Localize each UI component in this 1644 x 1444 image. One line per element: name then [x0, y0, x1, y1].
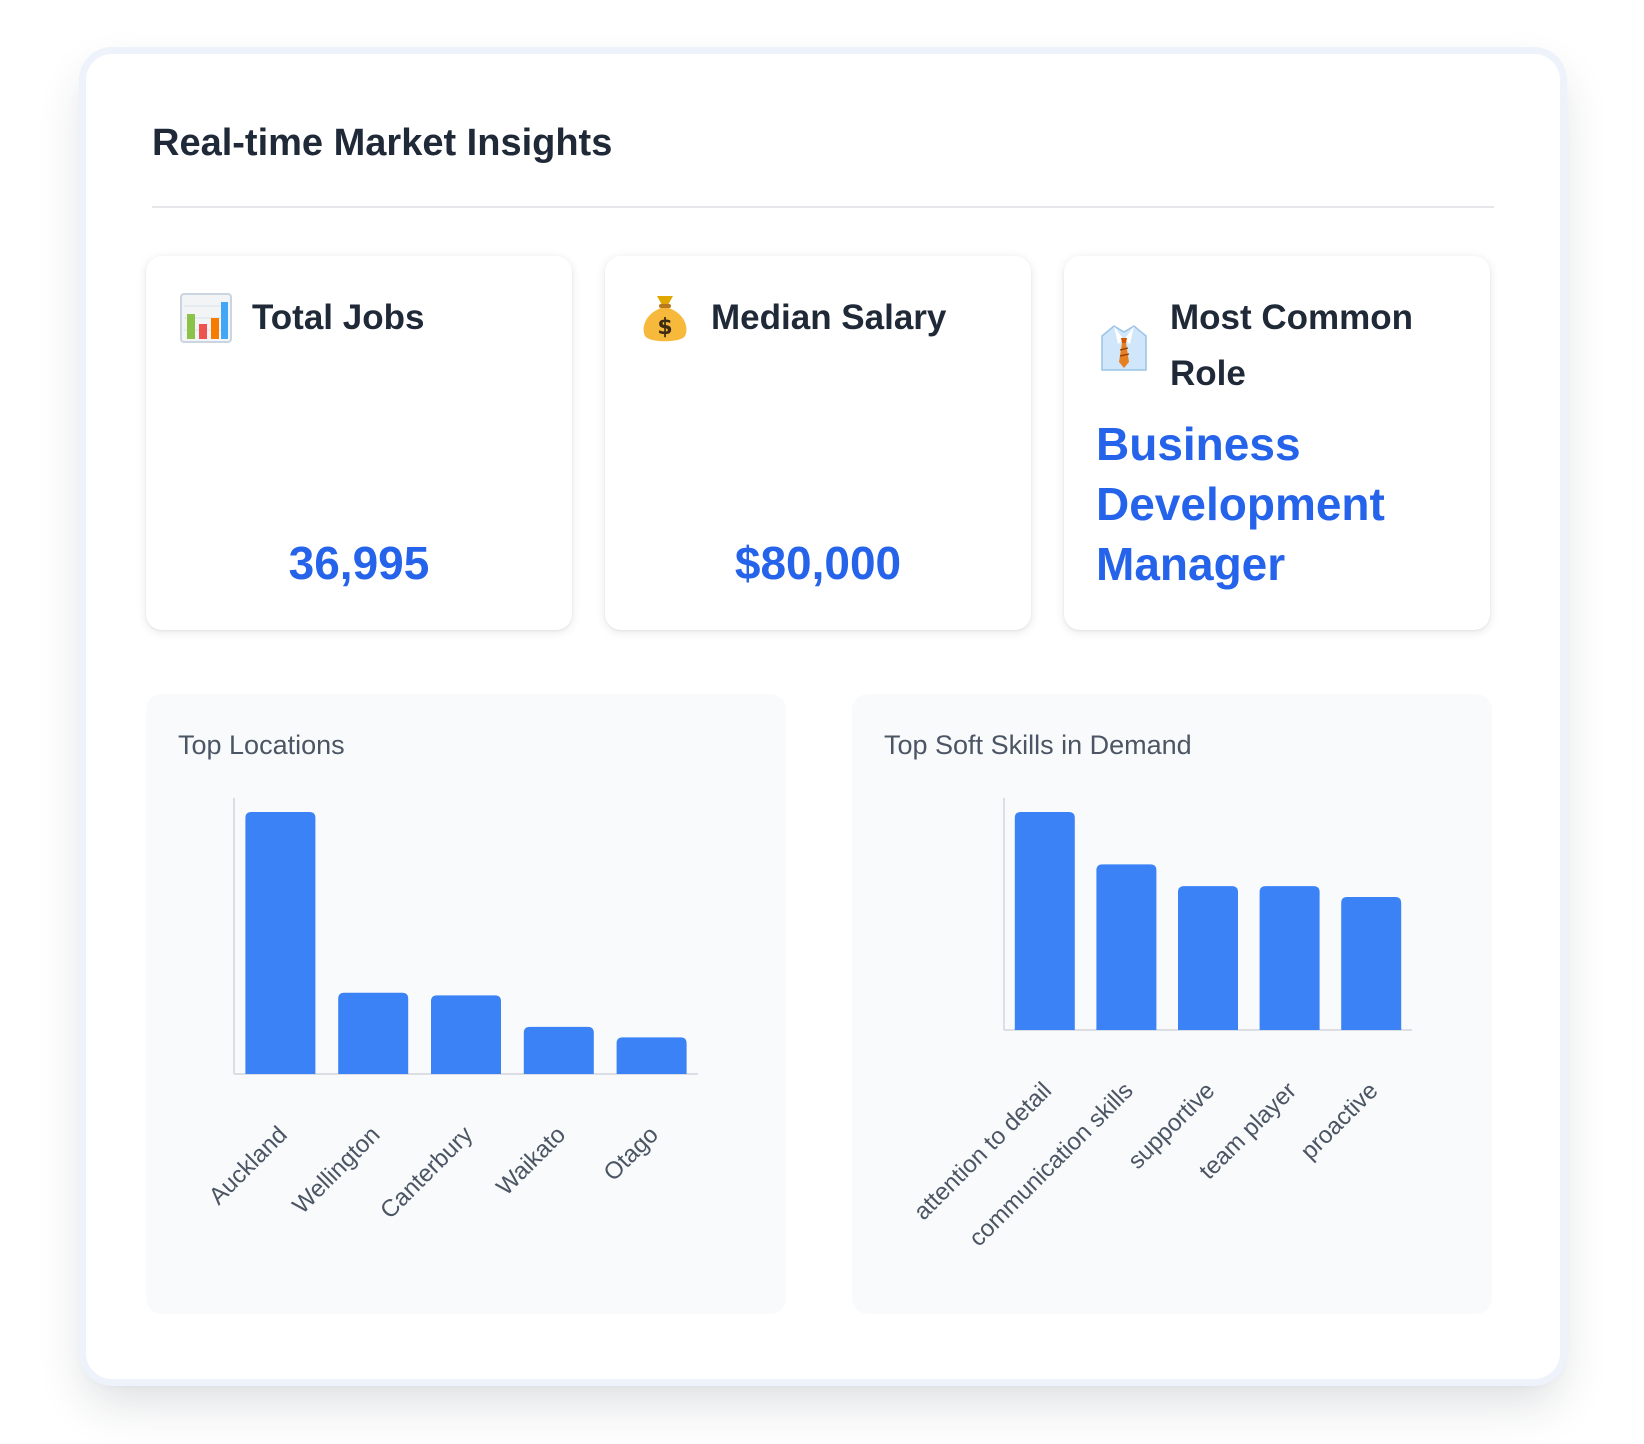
market-insights-panel: Real-time Market Insights Total Jobs 36,…	[86, 54, 1560, 1379]
median-salary-label: Median Salary	[711, 298, 947, 337]
bar	[1096, 864, 1157, 1030]
bar	[1341, 897, 1402, 1030]
x-tick-label: Auckland	[204, 1121, 293, 1210]
bar	[338, 992, 409, 1074]
median-salary-header: $ Median Salary	[637, 290, 1011, 346]
common-role-card: Most Common Role Business Development Ma…	[1064, 256, 1490, 630]
common-role-label: Most Common Role	[1170, 298, 1414, 393]
bar	[1259, 886, 1320, 1030]
total-jobs-label: Total Jobs	[252, 298, 425, 337]
chart-title: Top Soft Skills in Demand	[884, 730, 1192, 760]
chart-title: Top Locations	[178, 730, 345, 760]
title-divider	[152, 206, 1494, 208]
x-tick-label: communication skills	[964, 1077, 1139, 1252]
bar	[523, 1026, 594, 1074]
common-role-value: Business Development Manager	[1096, 418, 1385, 590]
median-salary-card: $ Median Salary $80,000	[605, 256, 1031, 630]
x-tick-label: Wellington	[287, 1121, 385, 1219]
x-tick-label: proactive	[1295, 1077, 1383, 1165]
shirt-tie-icon	[1101, 325, 1147, 371]
common-role-header: Most Common Role	[1096, 290, 1470, 402]
bar-chart-icon	[180, 293, 232, 343]
bar	[616, 1037, 687, 1074]
soft-skills-chart-card: Top Soft Skills in Demand attention to d…	[852, 694, 1492, 1314]
x-tick-label: attention to detail	[909, 1077, 1057, 1225]
x-tick-label: Waikato	[491, 1121, 571, 1201]
panel-title: Real-time Market Insights	[152, 122, 613, 164]
money-bag-icon: $	[643, 296, 687, 342]
bar	[245, 812, 316, 1074]
total-jobs-card: Total Jobs 36,995	[146, 256, 572, 630]
x-tick-label: Canterbury	[375, 1121, 478, 1224]
median-salary-value: $80,000	[734, 537, 902, 589]
bar	[431, 995, 501, 1074]
bar	[1178, 886, 1238, 1030]
total-jobs-value: 36,995	[288, 537, 430, 589]
x-tick-label: Otago	[599, 1121, 664, 1186]
svg-text:$: $	[657, 315, 672, 340]
total-jobs-header: Total Jobs	[178, 290, 552, 346]
top-locations-chart-card: Top Locations Auckland Wellington Canterbu…	[146, 694, 786, 1314]
bar	[1014, 812, 1075, 1030]
